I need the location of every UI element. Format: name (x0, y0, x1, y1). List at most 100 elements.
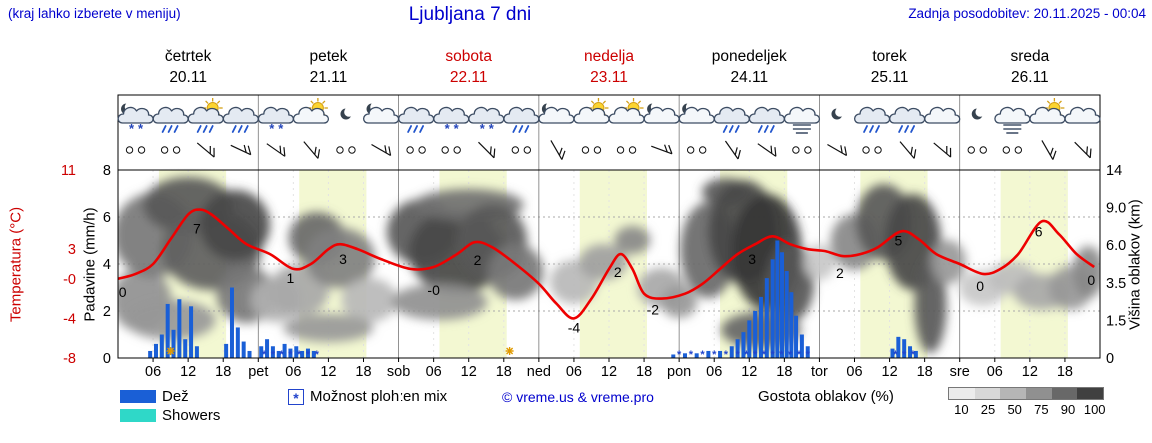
density-scale-segment (1000, 388, 1027, 399)
x-axis-tick: 18 (776, 364, 792, 380)
day-header-petek: petek 21.11 (258, 46, 398, 88)
x-axis-tick: tor (811, 364, 828, 380)
weather-icon (152, 106, 189, 133)
precip-bar (758, 296, 763, 358)
shower-chance-marker: * (712, 349, 717, 361)
precip-bar (265, 339, 270, 358)
wind-calm-icon (967, 146, 987, 154)
temperature-label: 3 (748, 251, 756, 267)
temp-axis-tick: -8 (63, 351, 76, 367)
wind-calm-icon (862, 146, 882, 154)
wind-barb-icon (724, 140, 741, 160)
cloud-height-axis-tick: 14 (1106, 163, 1122, 179)
svg-text:*: * (278, 121, 284, 136)
density-scale-tick: 90 (1060, 402, 1076, 417)
temperature-label: -4 (568, 319, 581, 335)
wind-calm-icon (511, 146, 532, 154)
precip-bar (741, 332, 746, 358)
temperature-line (118, 208, 1095, 320)
day-date: 21.11 (309, 69, 348, 86)
frozen-mix-marker (505, 347, 514, 355)
shower-chance-marker: * (735, 349, 740, 361)
shower-chance-marker: * (700, 349, 705, 361)
day-name: sreda (1010, 48, 1050, 65)
cloud-blob (579, 244, 628, 280)
density-scale-segment (1026, 388, 1052, 399)
precip-bar (747, 320, 752, 358)
cloud-height-axis-tick: 6.0 (1106, 238, 1126, 254)
x-axis-tick: pet (248, 364, 268, 380)
day-name: ponedeljek (711, 48, 787, 65)
shower-chance-marker: * (271, 349, 276, 361)
precip-bar (805, 346, 810, 358)
weather-icon (573, 98, 610, 124)
x-axis-tick: 18 (215, 364, 231, 380)
precip-bar (671, 354, 676, 358)
precip-bar (276, 350, 281, 358)
density-scale-tick: 25 (980, 402, 996, 417)
day-header-četrtek: četrtek 20.11 (118, 46, 258, 88)
precip-bar (165, 303, 170, 358)
day-name: torek (872, 48, 907, 65)
shower-chance-marker: * (677, 349, 682, 361)
wind-calm-icon (441, 146, 461, 154)
wind-calm-icon (406, 146, 426, 154)
temperature-label: 7 (193, 221, 201, 237)
cloud-height-axis-tick: 3.5 (1106, 276, 1126, 292)
x-axis-tick: 18 (917, 364, 933, 380)
precip-bar (896, 336, 901, 358)
shower-chance-marker: * (724, 349, 729, 361)
cloud-blob (341, 278, 398, 322)
shower-chance-marker: * (771, 349, 776, 361)
shower-chance-marker: * (902, 349, 907, 361)
density-scale-segment (1077, 388, 1104, 399)
x-axis-tick: 12 (461, 364, 477, 380)
precip-bar (890, 348, 895, 358)
density-scale-segment (949, 388, 975, 399)
precip-bar (247, 350, 252, 358)
cloud-density-label: Gostota oblakov (%) (758, 388, 894, 405)
temperature-label: 0 (976, 278, 984, 294)
precip-bar (908, 346, 913, 358)
precip-bar (764, 278, 769, 358)
precip-bar (789, 292, 794, 358)
weather-icon (398, 106, 435, 133)
weather-icon (971, 107, 986, 120)
precip-axis-tick: 6 (103, 210, 111, 226)
precip-bar (282, 343, 287, 358)
wind-barb-icon (827, 143, 848, 157)
shower-chance-marker: * (779, 349, 784, 361)
copyright-link[interactable]: © vreme.us & vreme.pro (502, 389, 654, 405)
precip-bar (311, 350, 316, 358)
temperature-label: 0 (1087, 272, 1095, 288)
weather-icon (783, 106, 821, 134)
x-axis-tick: 06 (426, 364, 442, 380)
shower-chance-marker: * (797, 349, 802, 361)
wind-calm-icon (125, 146, 146, 154)
shower-chance-marker: * (297, 349, 302, 361)
precip-bar (224, 343, 229, 358)
wind-calm-icon (686, 146, 707, 154)
temperature-label: -0 (427, 282, 440, 298)
wind-barb-icon (1074, 141, 1092, 159)
wind-barb-icon (371, 143, 392, 157)
rain-legend-label: Dež (162, 388, 189, 405)
weather-icon (678, 102, 715, 124)
wind-calm-icon (616, 146, 637, 154)
density-scale-tick: 10 (954, 402, 969, 417)
svg-text:*: * (138, 121, 144, 136)
wind-calm-icon (792, 146, 812, 154)
shower-chance-marker: * (315, 349, 320, 361)
wind-calm-icon (160, 146, 181, 154)
x-axis-tick: 18 (1057, 364, 1073, 380)
wind-barb-icon (230, 144, 252, 156)
temp-axis-tick: -0 (63, 272, 76, 288)
svg-text:*: * (454, 121, 460, 136)
temperature-label: 1 (287, 270, 295, 286)
cloud-blob (487, 244, 544, 300)
cloud-blob (305, 228, 376, 288)
svg-text:*: * (129, 121, 135, 136)
x-axis-tick: pon (667, 364, 691, 380)
wind-barb-icon (651, 144, 673, 155)
